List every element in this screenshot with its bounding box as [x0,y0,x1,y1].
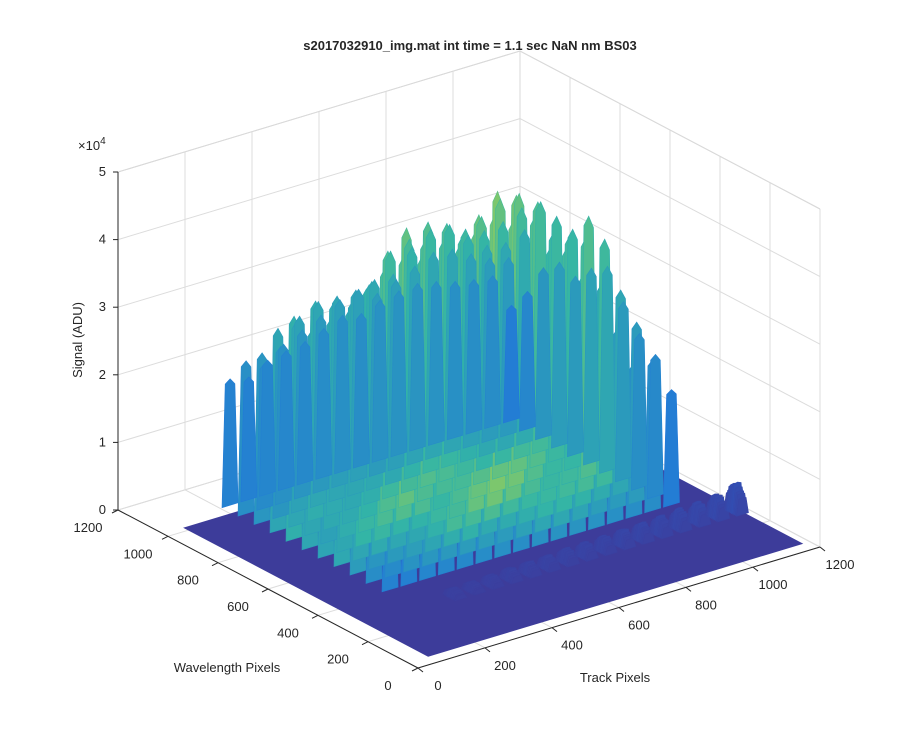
main-band-slice [535,266,552,441]
secondary-band-slice [529,568,543,579]
x-tick-label: 200 [494,658,516,673]
y-axis-label: Wavelength Pixels [174,660,281,675]
secondary-band-track [554,546,580,568]
surface-plot [183,190,804,657]
y-tick-label: 0 [384,678,391,693]
x-tick-mark [752,566,759,572]
main-band-slice [663,389,680,508]
z-exponent-base: ×10 [78,138,100,153]
secondary-band-track [629,521,656,545]
y-tick-mark [211,562,219,567]
main-band-slice [334,314,351,475]
secondary-band-slice [548,562,562,574]
x-tick-mark [618,607,625,612]
main-band-slice [315,327,333,480]
y-tick-mark [411,667,419,672]
y-tick-label: 200 [327,652,349,667]
z-exponent-power: 4 [100,136,106,147]
secondary-band-track [610,528,637,551]
main-band-slice [296,340,314,486]
secondary-band-track [723,481,749,517]
main-band-slice [352,312,370,469]
main-band-slice [428,280,445,446]
y-tick-mark [161,535,169,540]
z-exponent-label: ×104 [78,136,106,153]
x-tick-label: 800 [695,597,717,612]
secondary-band-track [479,573,506,591]
secondary-band-slice [736,497,749,517]
axes [111,171,826,673]
main-band-slice [446,280,464,441]
y-tick-mark [361,641,369,646]
x-tick-mark [551,627,558,633]
x-tick-label: 0 [434,678,441,693]
secondary-band-track [535,553,562,574]
y-tick-label: 800 [177,573,199,588]
y-tick-mark [261,588,269,593]
y-tick-mark [311,614,319,619]
z-tick-label: 1 [99,434,106,449]
box-top-edge [117,50,821,210]
main-band-slice [240,376,258,503]
secondary-band-track [460,579,487,596]
y-tick-label: 400 [277,625,299,640]
secondary-band-slice [510,574,524,585]
main-band-slice [221,378,239,509]
main-band-slice [551,261,568,449]
main-band-slice [615,301,632,483]
main-band-slice [503,304,520,424]
main-band-slice [583,267,600,466]
main-band-slice [277,350,295,492]
x-tick-label: 1000 [759,577,788,592]
x-tick-mark [685,586,692,592]
z-tick-label: 3 [99,299,106,314]
main-band-slice [484,275,502,430]
main-band-slice [599,265,616,474]
y-tick-label: 1200 [74,520,103,535]
tick-labels: 0200400600800100012000200400600800100012… [74,164,855,693]
secondary-band-slice [454,593,468,602]
main-band-slice [465,278,483,435]
secondary-band-slice [491,581,506,591]
main-band-slice [371,299,389,463]
secondary-band-track [441,586,468,602]
x-tick-mark [417,667,424,673]
secondary-band-track [592,534,618,557]
z-tick-label: 2 [99,367,106,382]
main-band-slice [390,290,408,458]
x-tick-mark [484,647,491,653]
main-band-slice [519,290,536,432]
x-tick-label: 1200 [826,557,855,572]
secondary-band-slice [567,556,580,568]
secondary-band-track [498,566,524,585]
z-tick-label: 4 [99,232,106,247]
main-band-slice [567,275,584,458]
z-tick-label: 0 [99,502,106,517]
x-tick-label: 400 [561,638,583,653]
secondary-band-slice [585,550,599,562]
main-band-slice [259,359,276,497]
x-tick-mark [819,546,826,552]
x-axis-label: Track Pixels [580,670,651,685]
z-axis-label: Signal (ADU) [70,302,85,378]
main-band-slice [647,353,664,500]
x-tick-label: 600 [628,618,650,633]
z-tick-label: 5 [99,164,106,179]
main-band-slice [409,282,427,452]
secondary-band-track [667,507,693,534]
secondary-band-track [517,560,543,579]
grid-line-z [117,50,821,210]
y-tick-label: 1000 [124,546,153,561]
main-band-slice [631,333,648,491]
main-band-track [503,261,680,508]
y-tick-label: 600 [227,599,249,614]
secondary-band-slice [473,587,487,596]
secondary-band-track [573,540,599,562]
chart-title: s2017032910_img.mat int time = 1.1 sec N… [303,38,637,53]
secondary-band-slice [604,544,618,557]
